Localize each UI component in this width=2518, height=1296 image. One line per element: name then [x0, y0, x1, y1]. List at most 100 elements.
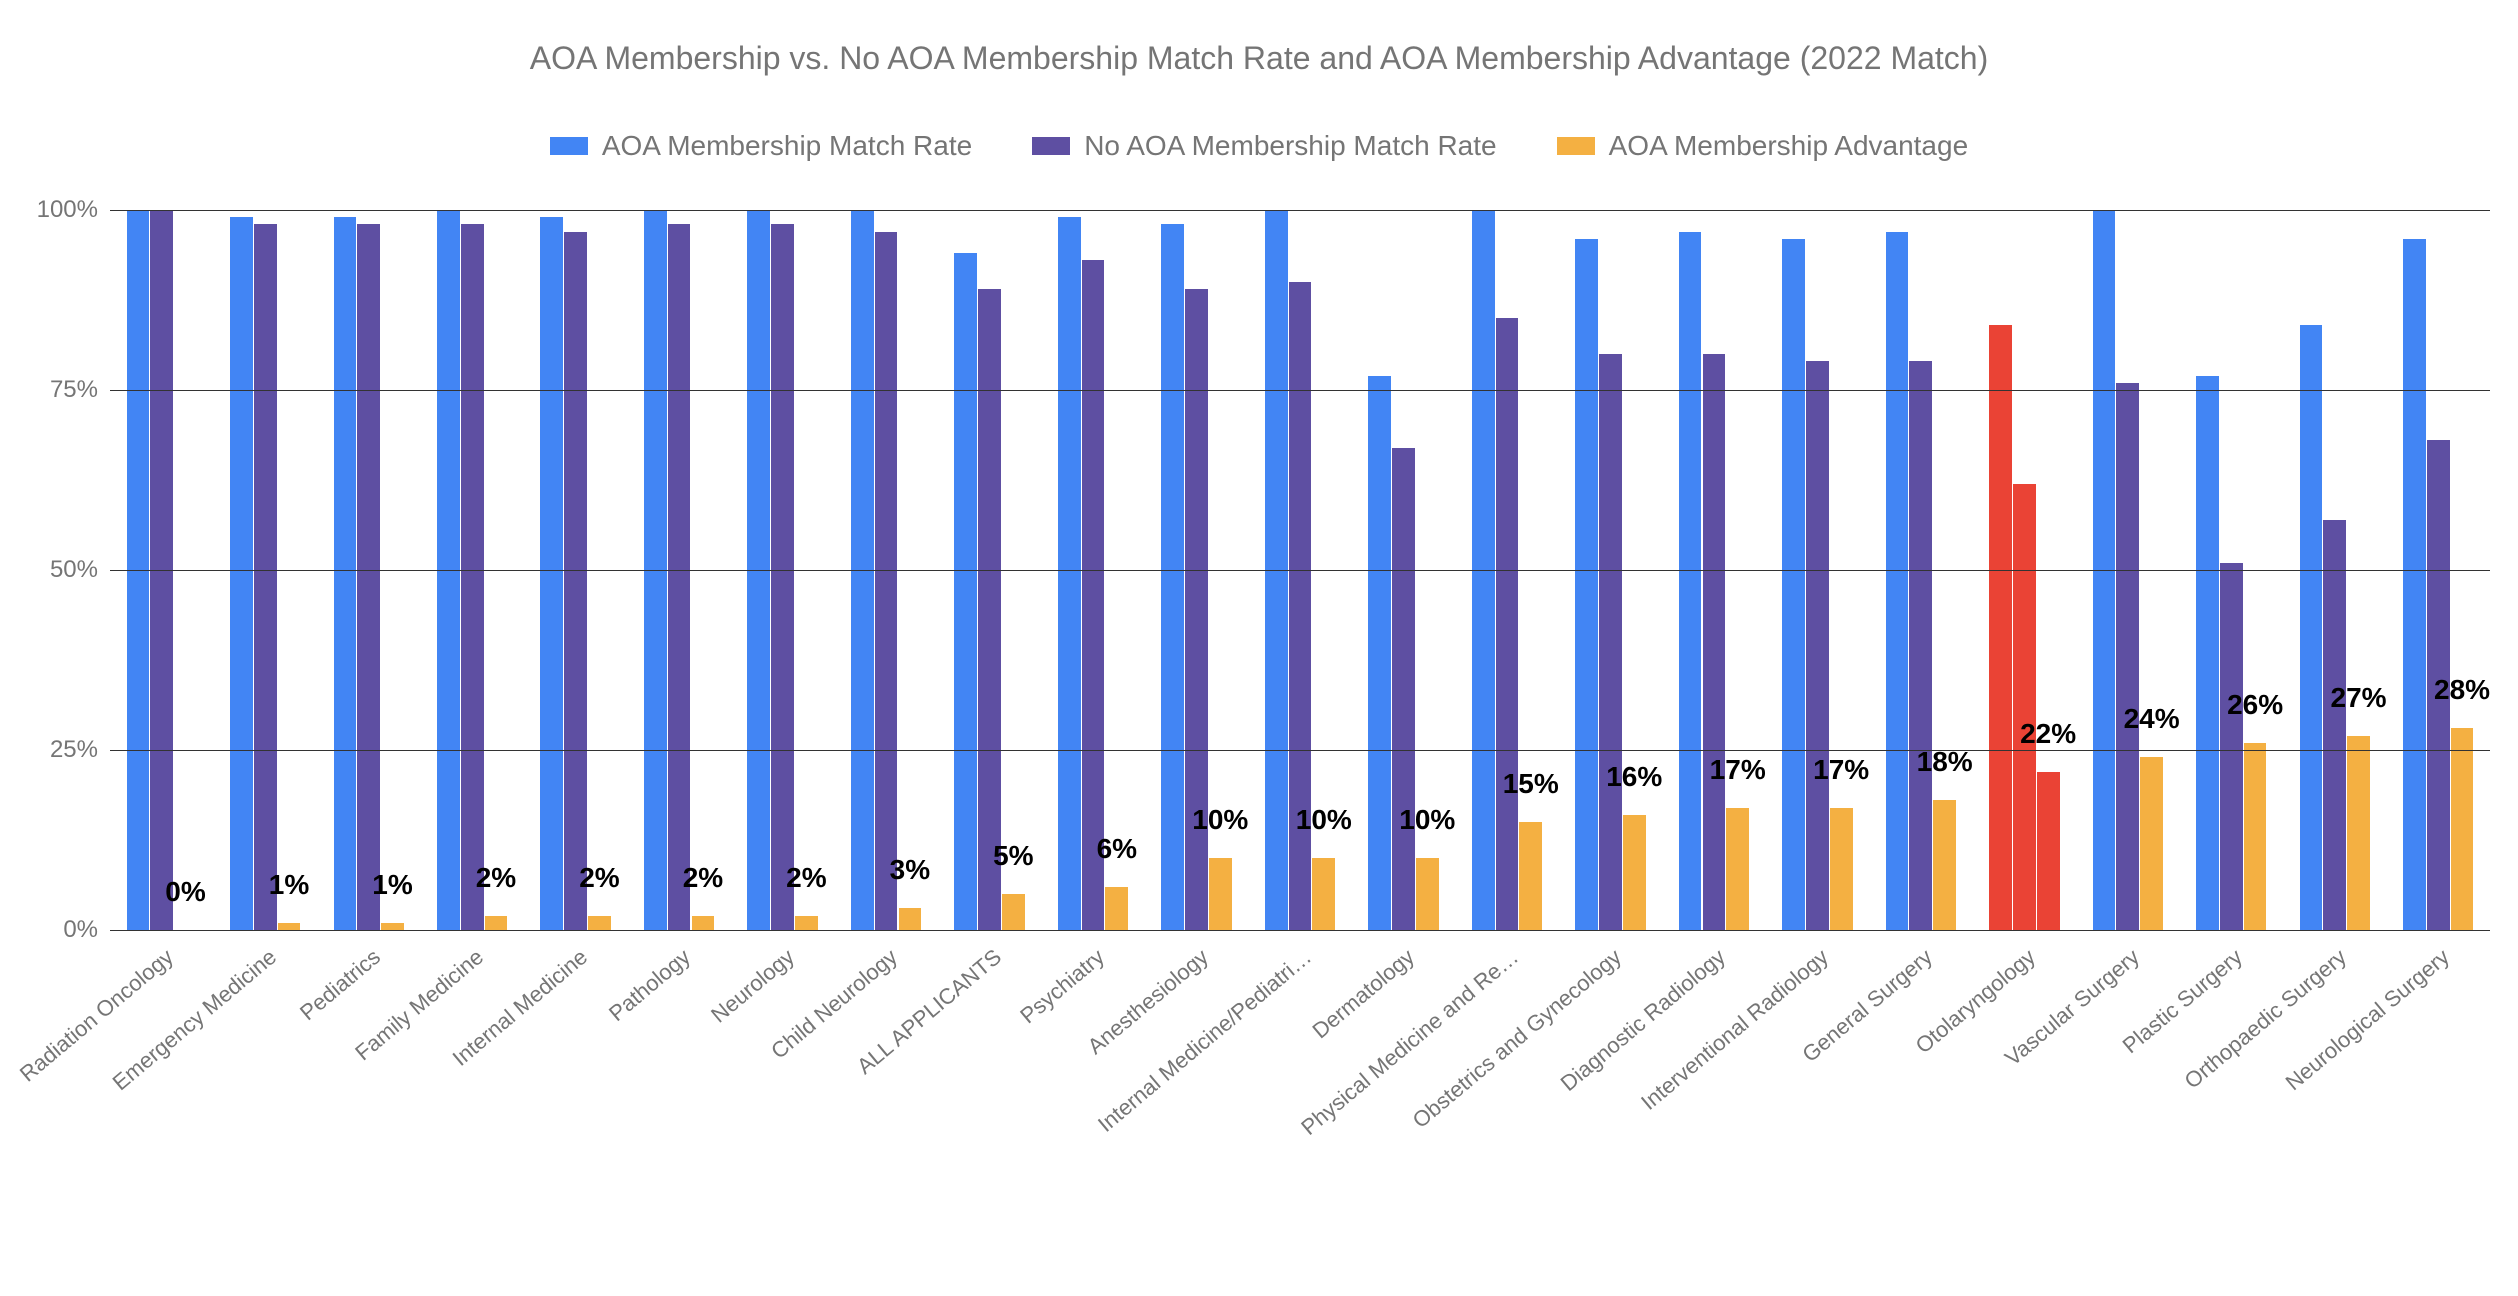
advantage-data-label: 10%: [1399, 804, 1455, 836]
bar-no-aoa-match-rate: [1496, 318, 1519, 930]
bar-aoa-match-rate: [1782, 239, 1805, 930]
y-tick-label: 75%: [50, 376, 110, 404]
advantage-data-label: 2%: [579, 862, 619, 894]
bar-aoa-advantage: [2037, 772, 2060, 930]
bar-no-aoa-match-rate: [461, 224, 484, 930]
bar-aoa-advantage: [2244, 743, 2267, 930]
bar-no-aoa-match-rate: [771, 224, 794, 930]
advantage-data-label: 17%: [1710, 754, 1766, 786]
y-tick-label: 25%: [50, 736, 110, 764]
bar-no-aoa-match-rate: [1082, 260, 1105, 930]
x-axis-label: Internal Medicine/Pediatri…: [1093, 944, 1317, 1138]
gridline: [110, 390, 2490, 391]
bar-aoa-advantage: [899, 908, 922, 930]
gridline: [110, 930, 2490, 931]
bar-aoa-match-rate: [1886, 232, 1909, 930]
x-axis-label: Pathology: [604, 944, 696, 1027]
advantage-data-label: 1%: [372, 869, 412, 901]
x-axis-label: Dermatology: [1308, 944, 1420, 1044]
legend-item: No AOA Membership Match Rate: [1032, 130, 1496, 162]
bar-aoa-advantage: [2140, 757, 2163, 930]
bar-no-aoa-match-rate: [1909, 361, 1932, 930]
bar-aoa-match-rate: [2403, 239, 2426, 930]
bar-aoa-match-rate: [954, 253, 977, 930]
bar-aoa-advantage: [1416, 858, 1439, 930]
legend-label: AOA Membership Match Rate: [602, 130, 972, 162]
bar-no-aoa-match-rate: [668, 224, 691, 930]
chart-title: AOA Membership vs. No AOA Membership Mat…: [0, 40, 2518, 77]
bar-aoa-match-rate: [1058, 217, 1081, 930]
advantage-data-label: 26%: [2227, 689, 2283, 721]
advantage-data-label: 3%: [890, 854, 930, 886]
bar-aoa-advantage: [1105, 887, 1128, 930]
bar-aoa-advantage: [278, 923, 301, 930]
y-tick-label: 100%: [37, 196, 110, 224]
bar-aoa-advantage: [485, 916, 508, 930]
x-axis-label: Pediatrics: [295, 944, 386, 1026]
bar-aoa-advantage: [1209, 858, 1232, 930]
bar-aoa-advantage: [1312, 858, 1335, 930]
legend-swatch: [550, 137, 588, 155]
bar-aoa-match-rate: [2300, 325, 2323, 930]
advantage-data-label: 10%: [1296, 804, 1352, 836]
bar-no-aoa-match-rate: [1392, 448, 1415, 930]
gridline: [110, 750, 2490, 751]
advantage-data-label: 0%: [165, 876, 205, 908]
plot-area: 0%1%1%2%2%2%2%3%5%6%10%10%10%15%16%17%17…: [110, 210, 2490, 930]
advantage-data-label: 17%: [1813, 754, 1869, 786]
bar-aoa-advantage: [692, 916, 715, 930]
x-axis-label: Interventional Radiology: [1637, 944, 1835, 1116]
advantage-data-label: 2%: [683, 862, 723, 894]
bar-no-aoa-match-rate: [1703, 354, 1726, 930]
bar-no-aoa-match-rate: [1599, 354, 1622, 930]
advantage-data-label: 6%: [1097, 833, 1137, 865]
bar-aoa-advantage: [795, 916, 818, 930]
bar-aoa-match-rate: [2196, 376, 2219, 930]
bar-aoa-match-rate: [1989, 325, 2012, 930]
bar-aoa-match-rate: [334, 217, 357, 930]
y-tick-label: 0%: [63, 916, 110, 944]
advantage-data-label: 24%: [2124, 703, 2180, 735]
bar-aoa-advantage: [1623, 815, 1646, 930]
bar-aoa-advantage: [2451, 728, 2474, 930]
bar-aoa-advantage: [1002, 894, 1025, 930]
bar-aoa-match-rate: [230, 217, 253, 930]
bar-aoa-match-rate: [540, 217, 563, 930]
bar-no-aoa-match-rate: [875, 232, 898, 930]
legend-label: No AOA Membership Match Rate: [1084, 130, 1496, 162]
advantage-data-label: 16%: [1606, 761, 1662, 793]
advantage-data-label: 28%: [2434, 674, 2490, 706]
bar-aoa-advantage: [1830, 808, 1853, 930]
advantage-data-label: 2%: [786, 862, 826, 894]
advantage-data-label: 15%: [1503, 768, 1559, 800]
bar-no-aoa-match-rate: [1806, 361, 1829, 930]
advantage-data-label: 27%: [2331, 682, 2387, 714]
y-tick-label: 50%: [50, 556, 110, 584]
advantage-data-label: 18%: [1917, 746, 1973, 778]
bar-no-aoa-match-rate: [2116, 383, 2139, 930]
x-axis-labels: Radiation OncologyEmergency MedicinePedi…: [110, 944, 2490, 1296]
bar-no-aoa-match-rate: [2323, 520, 2346, 930]
x-axis-label: Obstetrics and Gynecology: [1408, 944, 1627, 1134]
bar-no-aoa-match-rate: [2220, 563, 2243, 930]
gridline: [110, 210, 2490, 211]
legend-label: AOA Membership Advantage: [1609, 130, 1969, 162]
bar-aoa-advantage: [2347, 736, 2370, 930]
bar-aoa-advantage: [1726, 808, 1749, 930]
bar-aoa-match-rate: [1368, 376, 1391, 930]
bar-aoa-advantage: [588, 916, 611, 930]
advantage-data-label: 10%: [1192, 804, 1248, 836]
bar-no-aoa-match-rate: [978, 289, 1001, 930]
bar-aoa-match-rate: [1679, 232, 1702, 930]
legend-item: AOA Membership Advantage: [1557, 130, 1969, 162]
advantage-data-label: 22%: [2020, 718, 2076, 750]
legend-swatch: [1557, 137, 1595, 155]
x-axis-label: Psychiatry: [1015, 944, 1109, 1029]
advantage-data-label: 2%: [476, 862, 516, 894]
bar-aoa-advantage: [1519, 822, 1542, 930]
legend: AOA Membership Match Rate No AOA Membersh…: [0, 130, 2518, 162]
legend-item: AOA Membership Match Rate: [550, 130, 972, 162]
bar-no-aoa-match-rate: [357, 224, 380, 930]
bar-aoa-match-rate: [1575, 239, 1598, 930]
bar-no-aoa-match-rate: [564, 232, 587, 930]
